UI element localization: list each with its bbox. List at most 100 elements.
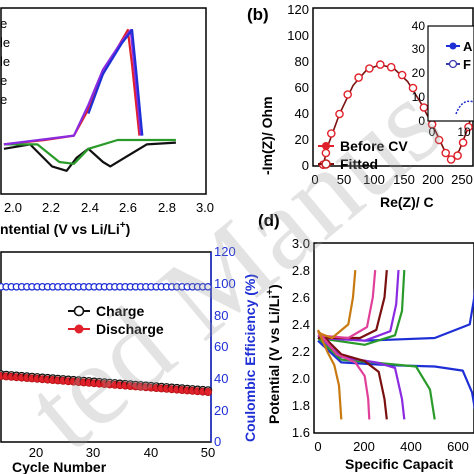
- panel-a-xlabel: ntential (V vs Li/Li+): [0, 220, 130, 237]
- panel-b-legend-before: Before CV: [340, 138, 408, 154]
- panel-c-xtick: 30: [86, 445, 100, 460]
- panel-c-xtick: 20: [29, 445, 43, 460]
- panel-d-xtick: 400: [400, 439, 422, 454]
- inset-legend-2: F: [463, 57, 471, 72]
- panel-b-ytick: 80: [295, 54, 309, 69]
- inset-xtick: 0: [429, 125, 436, 139]
- panel-a-legend-2: le: [0, 35, 10, 50]
- gcd-discharge-blue: [317, 339, 474, 411]
- panel-a-legend-4: e: [0, 73, 7, 88]
- panel-d-ytick: 2.8: [292, 263, 310, 278]
- panel-b: (b) -Im(Z)/ Ohm 0 20 40 60 80 100 120 0 …: [247, 2, 474, 210]
- eis-point-before-cv: [434, 135, 444, 145]
- panel-a-x-ticks: 2.0 2.2 2.4 2.6 2.8 3.0: [4, 200, 214, 215]
- panel-c-x-ticks: 20 30 40 50: [29, 445, 215, 460]
- panel-c-y2-ticks: 0 20 40 60 80 100 120: [214, 244, 236, 449]
- panel-d-xtick: 0: [314, 439, 321, 454]
- inset-xtick: 10: [457, 125, 471, 139]
- panel-c-xtick: 50: [201, 445, 215, 460]
- panel-a-legend-1: e: [0, 16, 7, 31]
- inset-ytick: 0: [418, 114, 425, 128]
- legend-marker: [322, 142, 330, 150]
- eis-point-before-cv: [441, 148, 451, 158]
- panel-d-tag: (d): [258, 211, 280, 230]
- panel-c-y2label: Coulombic Efficiency (%): [242, 274, 258, 442]
- panel-b-xtick: 0: [311, 172, 318, 187]
- panel-a-legend: e le le e e: [0, 16, 10, 107]
- gcd-discharge-purple: [317, 334, 406, 420]
- panel-c-y2tick: 60: [214, 339, 228, 354]
- cv-curve-green: [3, 138, 176, 165]
- panel-b-xtick: 250: [451, 172, 473, 187]
- legend-marker-discharge: [74, 324, 84, 334]
- inset-ytick: 40: [412, 19, 426, 33]
- cv-curve-purple: [3, 28, 142, 146]
- panel-b-xtick: 50: [337, 172, 351, 187]
- panel-b-xtick: 100: [363, 172, 385, 187]
- inset-legend-marker: [448, 59, 458, 69]
- panel-d-y-ticks: 1.6 1.8 2.0 2.2 2.4 2.6 2.8 3.0: [292, 236, 310, 440]
- gcd-discharge-darkred: [317, 330, 388, 420]
- gcd-charge-pink: [317, 270, 377, 340]
- gcd-charge-orange: [317, 270, 357, 340]
- gcd-charge-purple: [317, 270, 400, 342]
- inset-ytick: 30: [412, 42, 426, 56]
- panel-b-xtick: 200: [422, 172, 444, 187]
- eis-point-before-cv: [453, 151, 462, 160]
- panel-b-xtick: 150: [393, 172, 415, 187]
- panel-a: e le le e e 2.0 2.2 2.4 2.6 2.8 3.0 nten…: [0, 7, 214, 237]
- discharge-point: [203, 387, 212, 396]
- inset-frame: [427, 25, 474, 122]
- panel-c-legend-charge: Charge: [96, 303, 144, 319]
- panel-d-ytick: 2.4: [292, 317, 310, 332]
- inset-y-ticks: 0 10 20 30 40: [412, 19, 426, 128]
- legend-marker-charge: [73, 305, 85, 317]
- panel-a-xtick: 2.0: [4, 200, 22, 215]
- panel-b-eis-points: [318, 60, 474, 169]
- panel-b-ytick: 0: [302, 158, 309, 173]
- eis-point-before-cv: [343, 90, 353, 99]
- panel-a-xtick: 2.6: [119, 200, 137, 215]
- panel-b-ylabel: -Im(Z)/ Ohm: [259, 96, 275, 175]
- panel-b-ytick: 100: [287, 28, 309, 43]
- panel-c-xtick: 40: [144, 445, 158, 460]
- panel-a-xtick: 2.2: [42, 200, 60, 215]
- panel-c-legend: Charge Discharge: [68, 303, 164, 337]
- panel-d-ytick: 3.0: [292, 236, 310, 251]
- inset-ytick: 10: [412, 90, 426, 104]
- cv-curve-blue: [87, 28, 144, 136]
- panel-a-cv-curves: [3, 28, 176, 172]
- panel-d-ylabel: Potential (V vs Li/Li+): [265, 284, 282, 424]
- panel-a-legend-5: e: [0, 92, 7, 107]
- panel-d-x-ticks: 0 200 400 600: [314, 439, 468, 454]
- gcd-discharge-pink: [317, 330, 371, 420]
- eis-point-before-cv: [464, 122, 473, 132]
- panel-c-y2tick: 40: [214, 371, 228, 386]
- panel-b-legend-fitted: Fitted: [340, 156, 378, 172]
- panel-a-legend-3: le: [0, 54, 10, 69]
- eis-point-before-cv: [408, 83, 418, 93]
- eis-point-before-cv: [335, 109, 344, 119]
- watermark-text: ted Manus: [3, 56, 466, 474]
- panel-d-ytick: 2.2: [292, 344, 310, 359]
- inset-legend-marker: [449, 42, 457, 50]
- gcd-discharge-orange: [316, 329, 343, 420]
- panel-c-y2tick: 0: [214, 434, 221, 449]
- eis-point-before-cv: [365, 64, 374, 73]
- panel-c-xlabel: Cycle Number: [12, 459, 107, 474]
- panel-c-y2tick: 100: [214, 276, 236, 291]
- inset-curve: [455, 100, 474, 115]
- eis-point-before-cv: [446, 155, 456, 164]
- gcd-charge-green: [317, 270, 406, 346]
- panel-c-data: [0, 282, 213, 396]
- panel-d-ytick: 2.6: [292, 290, 310, 305]
- panel-b-x-ticks: 0 50 100 150 200 250: [311, 172, 472, 187]
- panel-a-frame: [0, 7, 207, 195]
- panel-b-xlabel: Re(Z)/ C: [380, 194, 434, 210]
- panel-d-xtick: 600: [447, 439, 469, 454]
- panel-d: (d) Potential (V vs Li/Li+) 1.6 1.8 2.0 …: [258, 211, 474, 472]
- panel-b-legend: Before CV Fitted: [318, 138, 408, 172]
- eis-point-before-cv: [326, 129, 336, 138]
- panel-c-legend-discharge: Discharge: [96, 321, 164, 337]
